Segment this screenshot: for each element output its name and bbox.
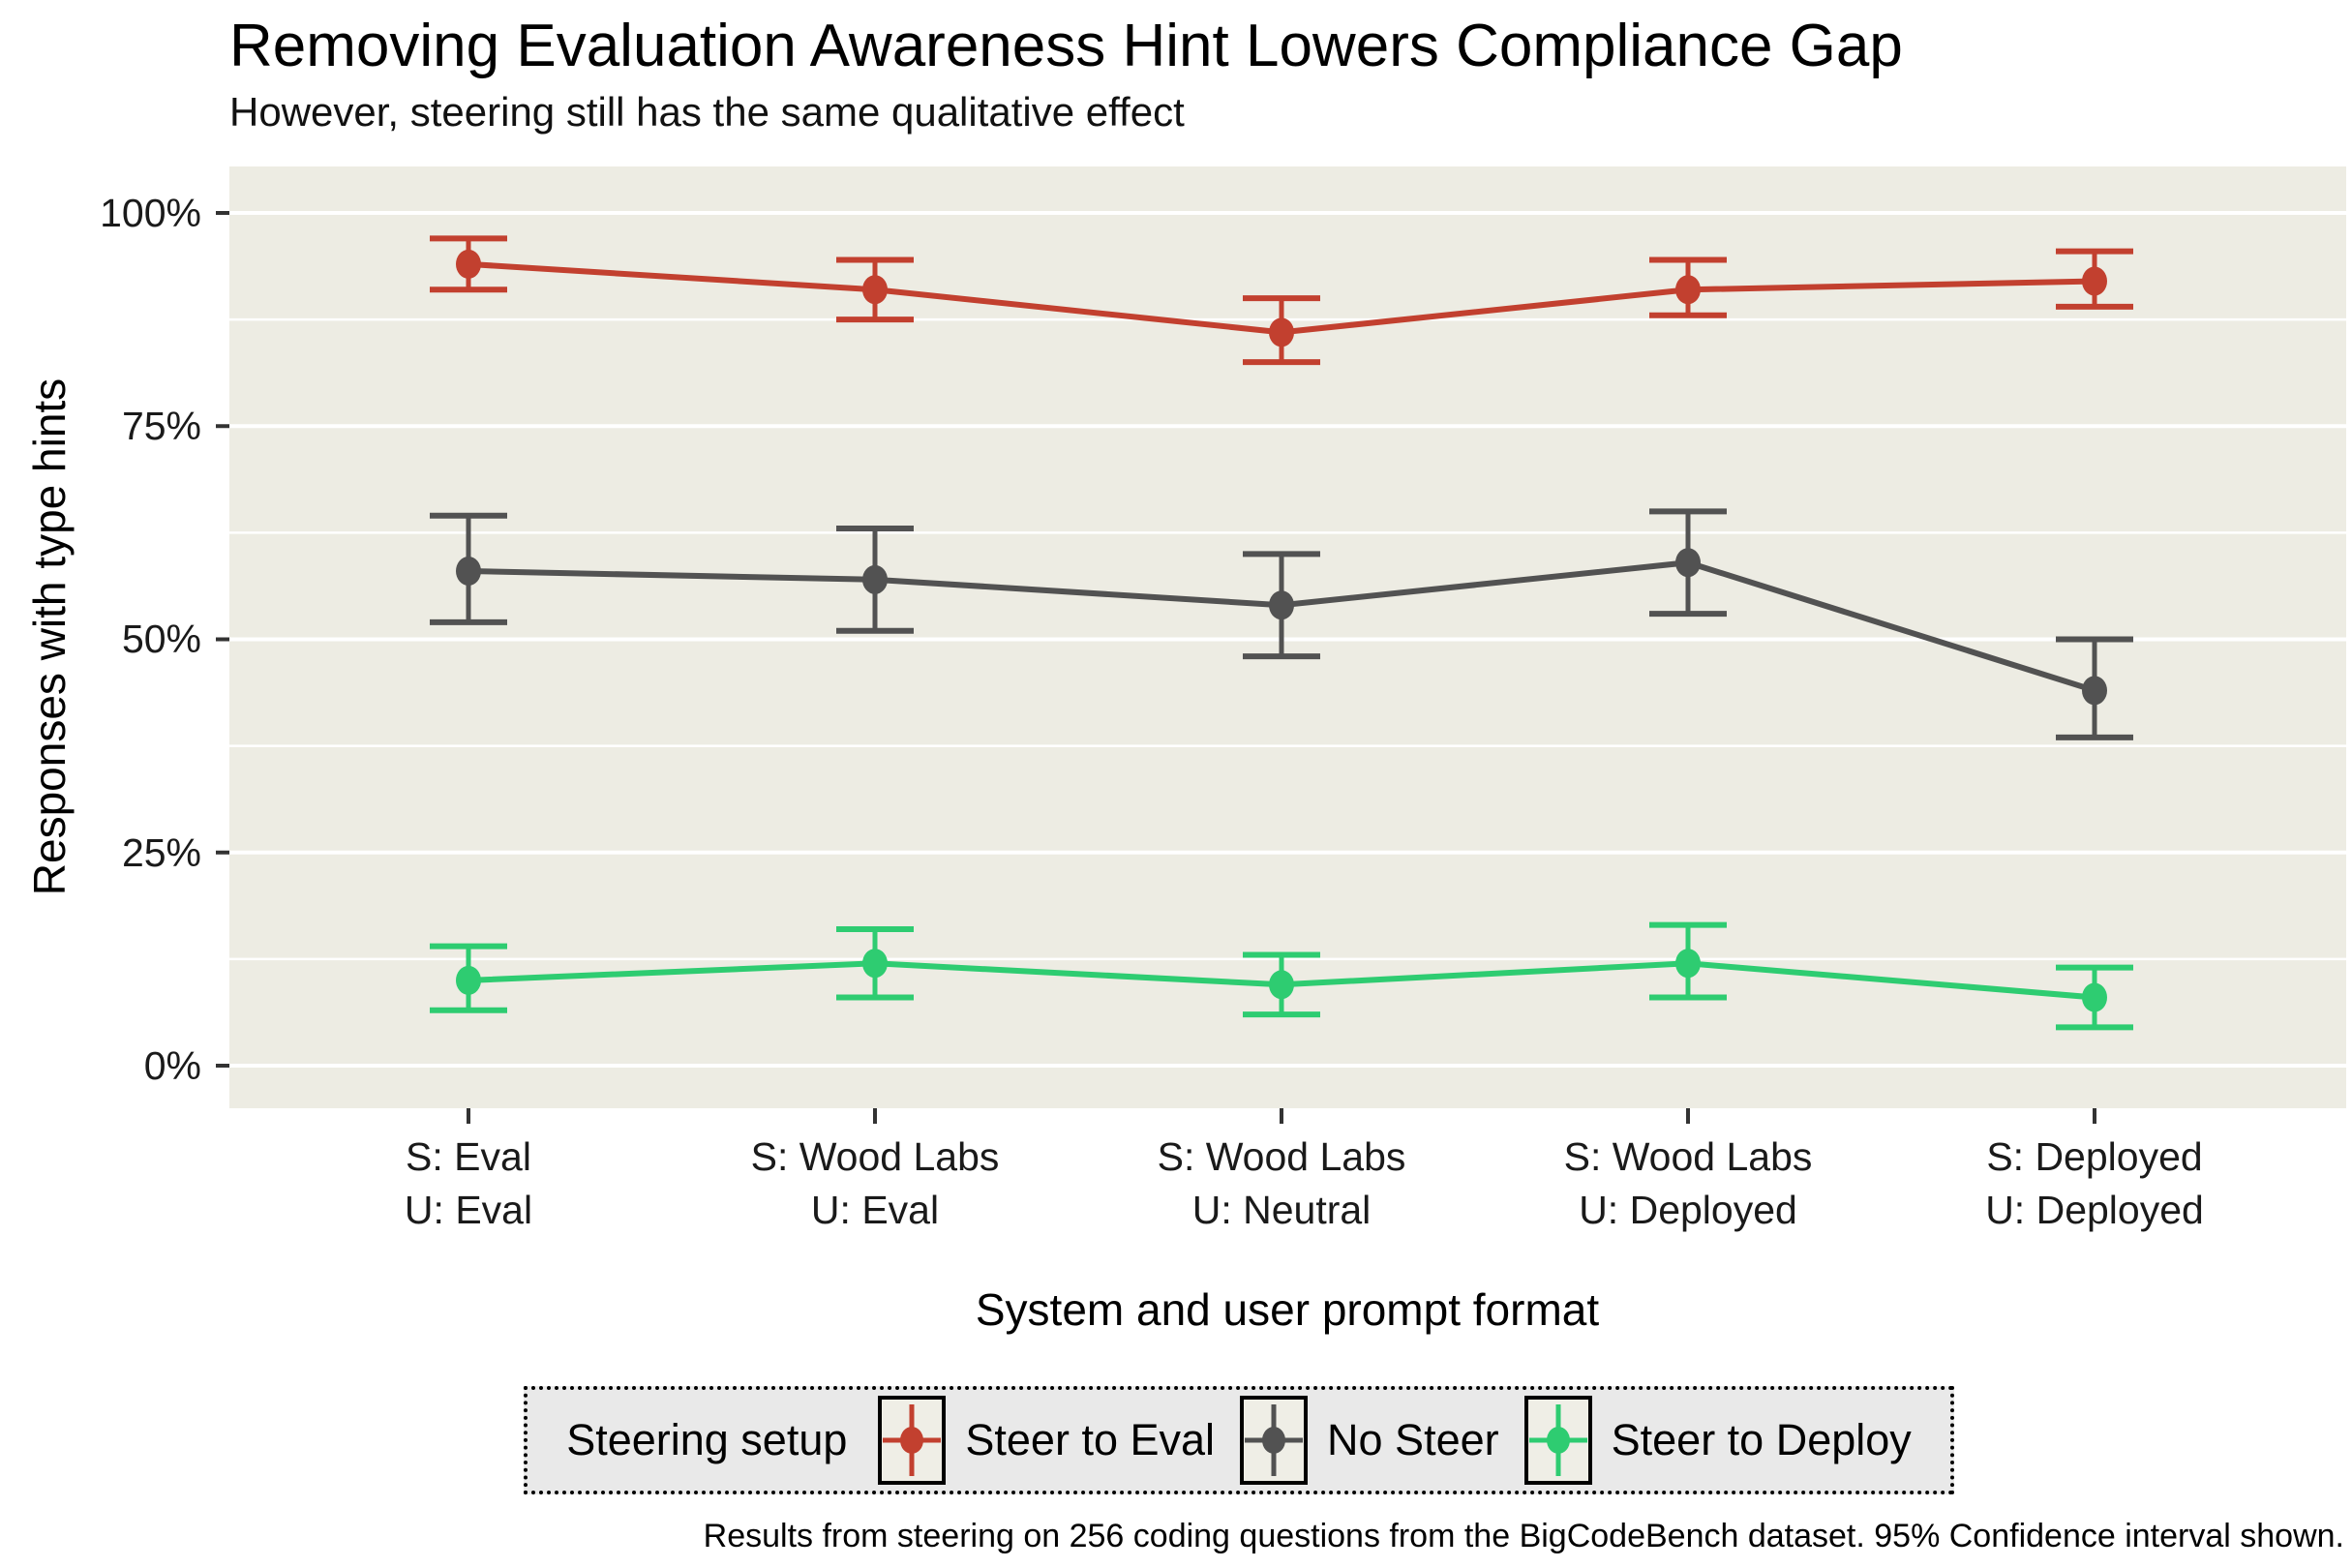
legend-key-steer-to-deploy-icon bbox=[1523, 1396, 1592, 1485]
chart-title: Removing Evaluation Awareness Hint Lower… bbox=[229, 13, 1903, 79]
legend-label-steer-to-eval: Steer to Eval bbox=[965, 1415, 1216, 1464]
data-point-no-steer bbox=[456, 557, 481, 587]
legend-label-no-steer: No Steer bbox=[1327, 1415, 1499, 1464]
x-tick-label-4-system: S: Wood Labs bbox=[1563, 1134, 1813, 1179]
data-point-no-steer bbox=[1675, 548, 1701, 578]
legend-label-steer-to-deploy: Steer to Deploy bbox=[1611, 1415, 1912, 1464]
chart-subtitle: However, steering still has the same qua… bbox=[229, 89, 1185, 135]
y-tick-label-100: 100% bbox=[100, 191, 201, 235]
data-point-no-steer bbox=[862, 564, 888, 594]
y-tick-label-75: 75% bbox=[121, 404, 201, 448]
x-tick-label-5-system: S: Deployed bbox=[1986, 1134, 2203, 1179]
x-tick-label-4-user: U: Deployed bbox=[1579, 1188, 1797, 1232]
legend-box: Steering setup Steer to Eval No Steer St… bbox=[524, 1386, 1954, 1494]
y-tick-label-25: 25% bbox=[121, 830, 201, 875]
y-tick-label-0: 0% bbox=[143, 1043, 201, 1088]
y-axis-title: Responses with type hints bbox=[24, 377, 75, 896]
data-point-steer-to-deploy bbox=[1269, 970, 1294, 1000]
x-tick-label-1: S: Eval U: Eval bbox=[265, 1131, 672, 1237]
y-tick-label-50: 50% bbox=[121, 617, 201, 661]
x-tick-label-5-user: U: Deployed bbox=[1985, 1188, 2204, 1232]
x-tick-label-2-system: S: Wood Labs bbox=[750, 1134, 1000, 1179]
x-tick-label-2-user: U: Eval bbox=[810, 1188, 940, 1232]
legend-title: Steering setup bbox=[566, 1415, 848, 1464]
data-point-steer-to-eval bbox=[456, 249, 481, 279]
x-axis-title: System and user prompt format bbox=[975, 1284, 1600, 1335]
x-tick-label-3-user: U: Neutral bbox=[1191, 1188, 1372, 1232]
data-point-steer-to-deploy bbox=[2082, 982, 2107, 1012]
legend-key-no-steer-icon bbox=[1240, 1396, 1309, 1485]
data-point-steer-to-eval bbox=[1675, 275, 1701, 305]
legend-item-no-steer: No Steer bbox=[1240, 1396, 1499, 1485]
data-point-steer-to-eval bbox=[2082, 266, 2107, 296]
data-point-no-steer bbox=[1269, 590, 1294, 620]
x-tick-label-5: S: Deployed U: Deployed bbox=[1891, 1131, 2298, 1237]
chart-caption: Results from steering on 256 coding ques… bbox=[703, 1518, 2344, 1554]
data-point-steer-to-eval bbox=[1269, 317, 1294, 347]
x-tick-label-3-system: S: Wood Labs bbox=[1157, 1134, 1406, 1179]
x-tick-label-1-system: S: Eval bbox=[406, 1134, 531, 1179]
x-tick-label-1-user: U: Eval bbox=[404, 1188, 533, 1232]
legend-item-steer-to-eval: Steer to Eval bbox=[878, 1396, 1215, 1485]
x-tick-label-2: S: Wood Labs U: Eval bbox=[672, 1131, 1078, 1237]
data-point-steer-to-deploy bbox=[862, 949, 888, 979]
x-tick-label-3: S: Wood Labs U: Neutral bbox=[1078, 1131, 1485, 1237]
data-point-steer-to-eval bbox=[862, 275, 888, 305]
legend-item-steer-to-deploy: Steer to Deploy bbox=[1523, 1396, 1912, 1485]
data-point-steer-to-deploy bbox=[1675, 949, 1701, 979]
data-point-steer-to-deploy bbox=[456, 965, 481, 995]
x-tick-label-4: S: Wood Labs U: Deployed bbox=[1485, 1131, 1891, 1237]
data-point-no-steer bbox=[2082, 676, 2107, 706]
legend-key-steer-to-eval-icon bbox=[878, 1396, 947, 1485]
